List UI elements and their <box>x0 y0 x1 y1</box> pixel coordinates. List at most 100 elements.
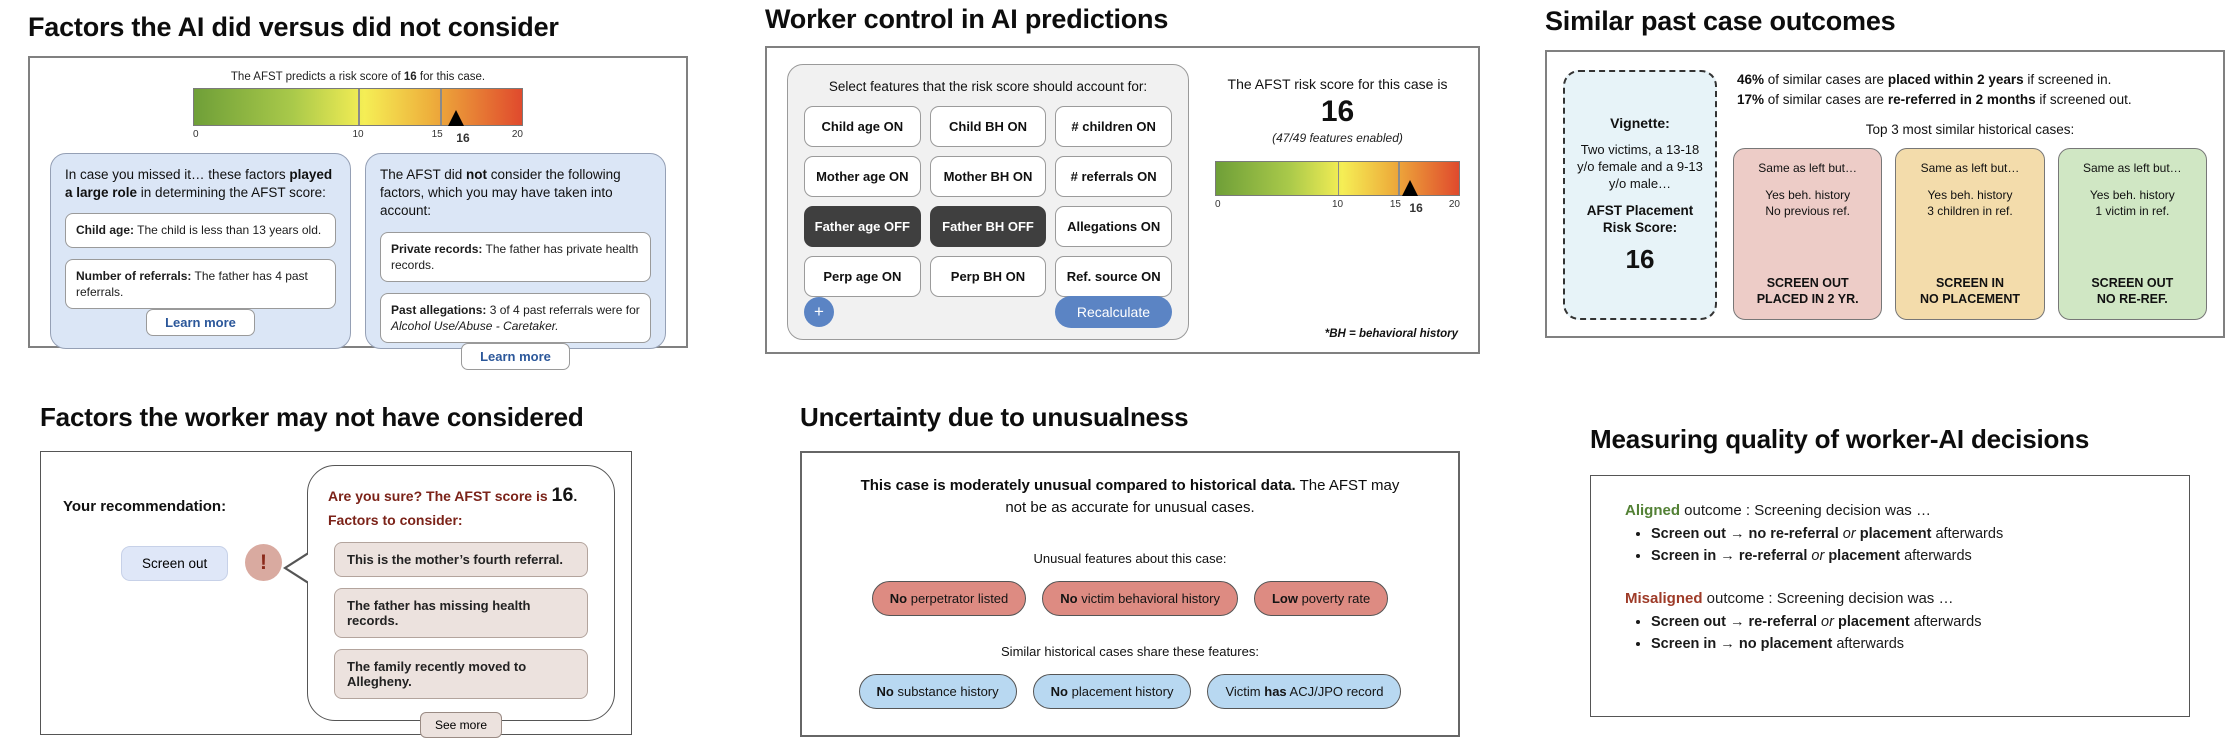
tick-20: 20 <box>1448 199 1460 210</box>
factor-child-age: Child age: The child is less than 13 yea… <box>65 213 336 248</box>
case-detail: 1 victim in ref. <box>2095 203 2170 218</box>
risk-gradient-bar <box>1215 161 1460 196</box>
toggle-ref-source[interactable]: Ref. source ON <box>1055 256 1172 297</box>
consider-factor-2: The father has missing health records. <box>334 588 588 639</box>
aligned-header: Aligned outcome : Screening decision was… <box>1625 502 1931 519</box>
toggle-child-age[interactable]: Child age ON <box>804 106 921 147</box>
toggle-num-referrals[interactable]: # referrals ON <box>1055 156 1172 197</box>
case-heading: Same as left but… <box>1758 160 1858 175</box>
pill-acj-jpo: Victim has ACJ/JPO record <box>1207 673 1402 709</box>
warning-speech-bubble: Are you sure? The AFST score is 16. Fact… <box>283 465 615 738</box>
panel-worker-factors: Factors the worker may not have consider… <box>40 402 632 738</box>
historical-case-2: Same as left but… Yes beh. history 3 chi… <box>1895 147 2045 320</box>
panel-similar-cases: Similar past case outcomes Vignette: Two… <box>1545 6 2225 338</box>
aligned-list: Screen out → no re-referral or placement… <box>1651 526 2177 564</box>
vignette-score-value: 16 <box>1625 244 1655 275</box>
feature-selector: Select features that the risk score shou… <box>787 64 1189 340</box>
historical-case-1: Same as left but… Yes beh. history No pr… <box>1733 147 1883 320</box>
pill-no-substance: No substance history <box>858 673 1017 709</box>
stat-screened-out: 17% of similar cases are re-referred in … <box>1737 92 2132 108</box>
considered-intro: In case you missed it… these factors pla… <box>65 167 333 201</box>
toggle-mother-age[interactable]: Mother age ON <box>804 156 921 197</box>
case-detail: 3 children in ref. <box>1927 203 2013 218</box>
score-marker-icon <box>1402 180 1419 196</box>
stat-screened-in: 46% of similar cases are placed within 2… <box>1737 72 2112 87</box>
case-detail: Yes beh. history <box>1927 188 2013 203</box>
factors-ai-box: The AFST predicts a risk score of 16 for… <box>28 56 688 371</box>
uncertainty-box: This case is moderately unusual compared… <box>800 451 1460 737</box>
see-more-button[interactable]: See more <box>419 712 503 738</box>
case-detail: Yes beh. history <box>2089 188 2175 203</box>
considered-factors-card: In case you missed it… these factors pla… <box>50 153 351 349</box>
case-outcome: SCREEN OUT NO RE-REF. <box>2091 275 2174 306</box>
toggle-father-bh[interactable]: Father BH OFF <box>929 206 1047 247</box>
toggle-child-bh[interactable]: Child BH ON <box>929 106 1047 147</box>
unusualness-headline: This case is moderately unusual compared… <box>860 477 1400 516</box>
score-marker-icon <box>448 110 465 126</box>
decision-quality-box: Aligned outcome : Screening decision was… <box>1590 475 2190 717</box>
risk-scale-caption: The AFST predicts a risk score of 16 for… <box>230 71 486 83</box>
toggle-mother-bh[interactable]: Mother BH ON <box>929 156 1047 197</box>
consider-factor-3: The family recently moved to Allegheny. <box>334 649 588 700</box>
similar-feature-pills: No substance history No placement histor… <box>828 673 1432 709</box>
panel-worker-control: Worker control in AI predictions Select … <box>765 4 1480 354</box>
unusual-feature-pills: No perpetrator listed No victim behavior… <box>828 580 1432 616</box>
toggle-allegations[interactable]: Allegations ON <box>1055 206 1172 247</box>
risk-scale: 0 10 15 16 20 <box>1215 161 1460 215</box>
historical-case-3: Same as left but… Yes beh. history 1 vic… <box>2057 147 2207 320</box>
tick-15: 15 <box>1389 199 1401 210</box>
aligned-bullet-1: Screen out → no re-referral or placement… <box>1651 526 2177 542</box>
feature-selector-label: Select features that the risk score shou… <box>828 79 1148 94</box>
tick-0: 0 <box>1215 199 1221 210</box>
misaligned-bullet-1: Screen out → re-referral or placement af… <box>1651 614 2177 630</box>
scale-ticks: 0 10 15 16 20 <box>193 126 523 145</box>
screen-out-button[interactable]: Screen out <box>121 546 229 581</box>
bh-footnote: *BH = behavioral history <box>1324 328 1458 340</box>
risk-gradient-bar <box>193 88 523 126</box>
score-caption: The AFST risk score for this case is <box>1227 76 1448 92</box>
case-outcome: SCREEN OUT PLACED IN 2 YR. <box>1756 275 1859 306</box>
misaligned-list: Screen out → re-referral or placement af… <box>1651 614 2177 652</box>
case-detail: No previous ref. <box>1765 203 1851 218</box>
tick-10: 10 <box>1331 199 1344 210</box>
case-heading: Same as left but… <box>2082 160 2182 175</box>
case-heading: Same as left but… <box>1920 160 2020 175</box>
similar-case-stats: 46% of similar cases are placed within 2… <box>1737 70 2207 111</box>
learn-more-button[interactable]: Learn more <box>146 309 255 336</box>
similar-cases-box: Vignette: Two victims, a 13-18 y/o femal… <box>1545 50 2225 338</box>
factor-past-allegations: Past allegations: 3 of 4 past referrals … <box>380 293 651 344</box>
tick-15: 15 <box>431 129 443 140</box>
risk-score-value: 16 <box>1320 95 1355 128</box>
page-title: Measuring quality of worker-AI decisions <box>1590 424 2090 454</box>
recalculate-button[interactable]: Recalculate <box>1054 296 1172 328</box>
toggle-perp-age[interactable]: Perp age ON <box>804 256 921 297</box>
add-feature-button[interactable]: + <box>804 297 834 327</box>
tick-0: 0 <box>193 129 199 140</box>
page-title: Uncertainty due to unusualness <box>800 402 1189 432</box>
toggle-perp-bh[interactable]: Perp BH ON <box>929 256 1047 297</box>
pill-no-victim-bh: No victim behavioral history <box>1042 580 1238 616</box>
top-cases-label: Top 3 most similar historical cases: <box>1865 121 2075 137</box>
consider-factor-1: This is the mother’s fourth referral. <box>334 542 588 578</box>
tick-score: 16 <box>456 131 470 145</box>
selector-footer: + Recalculate <box>804 296 1172 328</box>
panel-uncertainty: Uncertainty due to unusualness This case… <box>800 402 1460 737</box>
vignette-card: Vignette: Two victims, a 13-18 y/o femal… <box>1563 70 1717 320</box>
factor-cards: In case you missed it… these factors pla… <box>50 153 666 371</box>
factor-num-referrals: Number of referrals: The father has 4 pa… <box>65 258 336 309</box>
page-title: Worker control in AI predictions <box>765 4 1169 34</box>
features-enabled-note: (47/49 features enabled) <box>1272 131 1403 145</box>
tick-score: 16 <box>1409 201 1423 215</box>
vignette-description: Two victims, a 13-18 y/o female and a 9-… <box>1577 141 1703 191</box>
aligned-bullet-2: Screen in → re-referral or placement aft… <box>1651 548 2177 564</box>
toggle-num-children[interactable]: # children ON <box>1055 106 1172 147</box>
historical-case-cards: Same as left but… Yes beh. history No pr… <box>1733 147 2207 320</box>
panel-factors-ai: Factors the AI did versus did not consid… <box>28 12 688 371</box>
not-considered-factors-card: The AFST did not consider the following … <box>365 153 666 371</box>
toggle-father-age[interactable]: Father age OFF <box>804 206 921 247</box>
unusual-features-label: Unusual features about this case: <box>1033 550 1227 566</box>
case-detail: Yes beh. history <box>1765 188 1851 203</box>
feature-toggle-grid: Child age ON Child BH ON # children ON M… <box>804 106 1172 297</box>
learn-more-button[interactable]: Learn more <box>461 343 570 371</box>
score-area: The AFST risk score for this case is 16 … <box>1215 76 1460 342</box>
